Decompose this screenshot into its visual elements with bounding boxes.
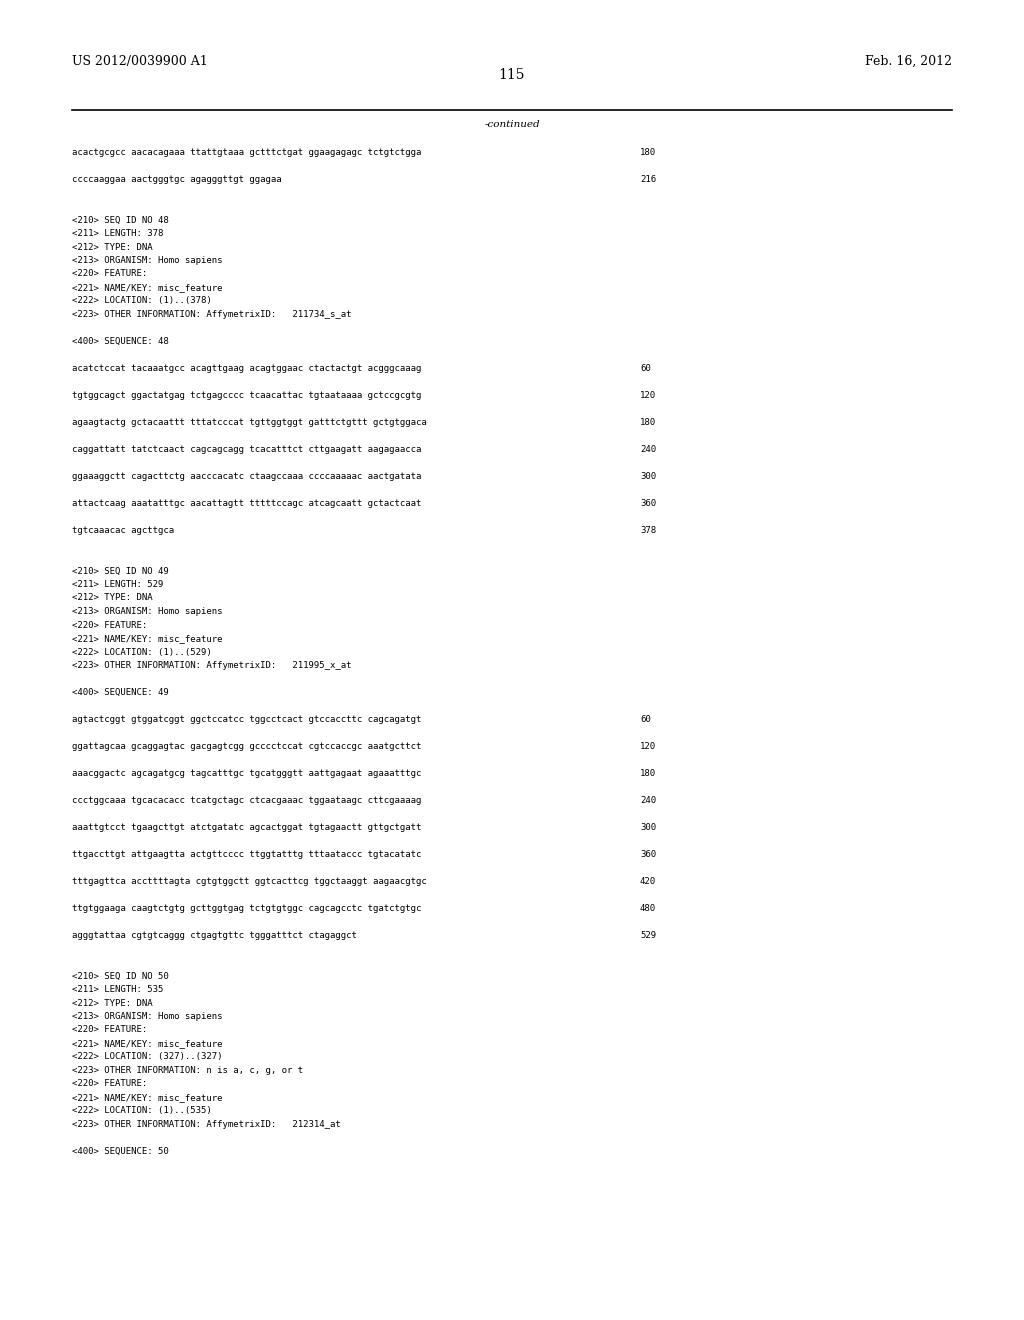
Text: US 2012/0039900 A1: US 2012/0039900 A1 — [72, 55, 208, 69]
Text: <223> OTHER INFORMATION: n is a, c, g, or t: <223> OTHER INFORMATION: n is a, c, g, o… — [72, 1067, 303, 1074]
Text: attactcaag aaatatttgc aacattagtt tttttccagc atcagcaatt gctactcaat: attactcaag aaatatttgc aacattagtt tttttcc… — [72, 499, 421, 508]
Text: <400> SEQUENCE: 49: <400> SEQUENCE: 49 — [72, 688, 169, 697]
Text: ccccaaggaa aactgggtgc agagggttgt ggagaa: ccccaaggaa aactgggtgc agagggttgt ggagaa — [72, 176, 282, 183]
Text: ccctggcaaa tgcacacacc tcatgctagc ctcacgaaac tggaataagc cttcgaaaag: ccctggcaaa tgcacacacc tcatgctagc ctcacga… — [72, 796, 421, 805]
Text: <221> NAME/KEY: misc_feature: <221> NAME/KEY: misc_feature — [72, 1093, 222, 1102]
Text: <220> FEATURE:: <220> FEATURE: — [72, 620, 147, 630]
Text: tgtggcagct ggactatgag tctgagcccc tcaacattac tgtaataaaa gctccgcgtg: tgtggcagct ggactatgag tctgagcccc tcaacat… — [72, 391, 421, 400]
Text: <210> SEQ ID NO 49: <210> SEQ ID NO 49 — [72, 566, 169, 576]
Text: acatctccat tacaaatgcc acagttgaag acagtggaac ctactactgt acgggcaaag: acatctccat tacaaatgcc acagttgaag acagtgg… — [72, 364, 421, 374]
Text: 240: 240 — [640, 445, 656, 454]
Text: <211> LENGTH: 529: <211> LENGTH: 529 — [72, 579, 164, 589]
Text: aaattgtcct tgaagcttgt atctgatatc agcactggat tgtagaactt gttgctgatt: aaattgtcct tgaagcttgt atctgatatc agcactg… — [72, 822, 421, 832]
Text: <212> TYPE: DNA: <212> TYPE: DNA — [72, 594, 153, 602]
Text: 180: 180 — [640, 418, 656, 426]
Text: -continued: -continued — [484, 120, 540, 129]
Text: acactgcgcc aacacagaaa ttattgtaaa gctttctgat ggaagagagc tctgtctgga: acactgcgcc aacacagaaa ttattgtaaa gctttct… — [72, 148, 421, 157]
Text: ttgaccttgt attgaagtta actgttcccc ttggtatttg tttaataccc tgtacatatc: ttgaccttgt attgaagtta actgttcccc ttggtat… — [72, 850, 421, 859]
Text: 60: 60 — [640, 715, 650, 723]
Text: <213> ORGANISM: Homo sapiens: <213> ORGANISM: Homo sapiens — [72, 256, 222, 265]
Text: 115: 115 — [499, 69, 525, 82]
Text: agtactcggt gtggatcggt ggctccatcc tggcctcact gtccaccttc cagcagatgt: agtactcggt gtggatcggt ggctccatcc tggcctc… — [72, 715, 421, 723]
Text: <213> ORGANISM: Homo sapiens: <213> ORGANISM: Homo sapiens — [72, 607, 222, 616]
Text: 180: 180 — [640, 770, 656, 777]
Text: 216: 216 — [640, 176, 656, 183]
Text: <222> LOCATION: (1)..(529): <222> LOCATION: (1)..(529) — [72, 648, 212, 656]
Text: 120: 120 — [640, 742, 656, 751]
Text: 420: 420 — [640, 876, 656, 886]
Text: <211> LENGTH: 378: <211> LENGTH: 378 — [72, 228, 164, 238]
Text: ggaaaggctt cagacttctg aacccacatc ctaagccaaa ccccaaaaac aactgatata: ggaaaggctt cagacttctg aacccacatc ctaagcc… — [72, 473, 421, 480]
Text: tgtcaaacac agcttgca: tgtcaaacac agcttgca — [72, 525, 174, 535]
Text: <210> SEQ ID NO 50: <210> SEQ ID NO 50 — [72, 972, 169, 981]
Text: <223> OTHER INFORMATION: AffymetrixID:   212314_at: <223> OTHER INFORMATION: AffymetrixID: 2… — [72, 1119, 341, 1129]
Text: <210> SEQ ID NO 48: <210> SEQ ID NO 48 — [72, 215, 169, 224]
Text: <222> LOCATION: (1)..(535): <222> LOCATION: (1)..(535) — [72, 1106, 212, 1115]
Text: 529: 529 — [640, 931, 656, 940]
Text: <220> FEATURE:: <220> FEATURE: — [72, 1026, 147, 1035]
Text: <221> NAME/KEY: misc_feature: <221> NAME/KEY: misc_feature — [72, 282, 222, 292]
Text: <222> LOCATION: (327)..(327): <222> LOCATION: (327)..(327) — [72, 1052, 222, 1061]
Text: 300: 300 — [640, 822, 656, 832]
Text: 360: 360 — [640, 850, 656, 859]
Text: caggattatt tatctcaact cagcagcagg tcacatttct cttgaagatt aagagaacca: caggattatt tatctcaact cagcagcagg tcacatt… — [72, 445, 421, 454]
Text: Feb. 16, 2012: Feb. 16, 2012 — [865, 55, 952, 69]
Text: <400> SEQUENCE: 48: <400> SEQUENCE: 48 — [72, 337, 169, 346]
Text: 360: 360 — [640, 499, 656, 508]
Text: <220> FEATURE:: <220> FEATURE: — [72, 269, 147, 279]
Text: <211> LENGTH: 535: <211> LENGTH: 535 — [72, 985, 164, 994]
Text: 180: 180 — [640, 148, 656, 157]
Text: 120: 120 — [640, 391, 656, 400]
Text: 240: 240 — [640, 796, 656, 805]
Text: <400> SEQUENCE: 50: <400> SEQUENCE: 50 — [72, 1147, 169, 1156]
Text: aaacggactc agcagatgcg tagcatttgc tgcatgggtt aattgagaat agaaatttgc: aaacggactc agcagatgcg tagcatttgc tgcatgg… — [72, 770, 421, 777]
Text: <221> NAME/KEY: misc_feature: <221> NAME/KEY: misc_feature — [72, 1039, 222, 1048]
Text: <220> FEATURE:: <220> FEATURE: — [72, 1080, 147, 1089]
Text: 480: 480 — [640, 904, 656, 913]
Text: <212> TYPE: DNA: <212> TYPE: DNA — [72, 998, 153, 1007]
Text: <221> NAME/KEY: misc_feature: <221> NAME/KEY: misc_feature — [72, 634, 222, 643]
Text: agaagtactg gctacaattt tttatcccat tgttggtggt gatttctgttt gctgtggaca: agaagtactg gctacaattt tttatcccat tgttggt… — [72, 418, 427, 426]
Text: tttgagttca accttttagta cgtgtggctt ggtcacttcg tggctaaggt aagaacgtgc: tttgagttca accttttagta cgtgtggctt ggtcac… — [72, 876, 427, 886]
Text: <223> OTHER INFORMATION: AffymetrixID:   211734_s_at: <223> OTHER INFORMATION: AffymetrixID: 2… — [72, 310, 351, 319]
Text: 60: 60 — [640, 364, 650, 374]
Text: 300: 300 — [640, 473, 656, 480]
Text: <212> TYPE: DNA: <212> TYPE: DNA — [72, 243, 153, 252]
Text: 378: 378 — [640, 525, 656, 535]
Text: agggtattaa cgtgtcaggg ctgagtgttc tgggatttct ctagaggct: agggtattaa cgtgtcaggg ctgagtgttc tgggatt… — [72, 931, 357, 940]
Text: ggattagcaa gcaggagtac gacgagtcgg gcccctccat cgtccaccgc aaatgcttct: ggattagcaa gcaggagtac gacgagtcgg gcccctc… — [72, 742, 421, 751]
Text: <213> ORGANISM: Homo sapiens: <213> ORGANISM: Homo sapiens — [72, 1012, 222, 1020]
Text: <223> OTHER INFORMATION: AffymetrixID:   211995_x_at: <223> OTHER INFORMATION: AffymetrixID: 2… — [72, 661, 351, 671]
Text: ttgtggaaga caagtctgtg gcttggtgag tctgtgtggc cagcagcctc tgatctgtgc: ttgtggaaga caagtctgtg gcttggtgag tctgtgt… — [72, 904, 421, 913]
Text: <222> LOCATION: (1)..(378): <222> LOCATION: (1)..(378) — [72, 297, 212, 305]
